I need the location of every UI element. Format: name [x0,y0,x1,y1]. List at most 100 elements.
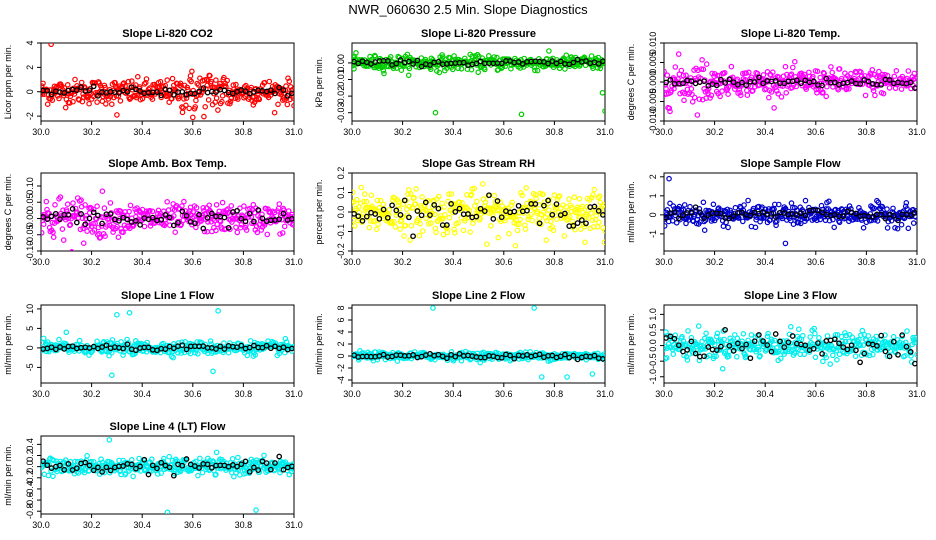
data-point [41,90,44,97]
data-point [144,339,150,346]
reference-point [498,354,505,361]
reference-point [718,343,724,350]
y-tick-label: -0.005 [648,89,658,115]
data-point [495,234,502,241]
data-point [694,112,701,118]
reference-point [836,340,842,347]
reference-point [460,59,467,66]
data-point [188,78,195,85]
reference-point [263,460,270,466]
reference-point [692,204,699,211]
data-point [445,191,452,197]
x-tick-label: 30.8 [235,520,253,530]
data-point [533,195,540,202]
data-points [352,181,605,249]
data-point [455,220,461,226]
data-point [667,200,673,207]
data-point [363,63,370,69]
data-point [129,87,136,93]
data-point [479,181,486,187]
data-point [523,185,530,191]
reference-point [739,345,745,352]
data-point [413,186,419,192]
data-point [80,240,87,247]
data-point [147,207,153,214]
reference-point [213,89,219,95]
data-point [681,202,688,208]
data-point [596,219,602,226]
data-point [725,224,731,231]
data-point [284,101,291,108]
reference-point [48,91,55,98]
reference-point [730,213,737,219]
reference-point [907,349,914,355]
reference-point [238,461,245,468]
x-tick-label: 30.6 [495,389,513,399]
data-point [213,202,220,208]
data-point [664,68,667,75]
x-tick-label: 31.0 [596,389,614,399]
reference-point [363,213,370,220]
data-point [411,195,417,201]
data-point [743,353,749,359]
reference-point [764,342,771,348]
data-points [41,43,294,121]
y-tick-label: 0.0 [648,339,658,352]
data-point [179,339,185,346]
data-point [820,89,826,96]
reference-point [739,79,745,86]
reference-point [574,56,581,63]
data-point [546,48,552,54]
data-point [380,67,387,74]
data-point [195,350,201,357]
reference-point [196,88,202,95]
reference-point [840,344,847,350]
data-point [50,234,57,241]
data-point [408,222,415,229]
data-point [233,81,239,88]
reference-point [448,201,454,207]
data-point [583,214,590,220]
reference-point [810,78,817,85]
data-point [50,473,56,480]
data-point [914,75,917,81]
data-point [203,466,209,473]
data-point [509,199,516,206]
x-tick-label: 30.0 [655,389,673,399]
reference-point [507,352,513,359]
data-point [752,224,759,231]
reference-point [815,340,821,346]
data-point [141,223,148,230]
data-point [711,73,717,80]
reference-point [41,458,46,465]
reference-point [549,58,556,64]
data-point [250,201,257,208]
data-point [468,66,475,73]
reference-point [414,208,421,214]
reference-point [175,219,181,226]
reference-point [541,202,547,209]
data-point [871,205,878,212]
data-point [129,78,135,84]
outlier-point [210,368,216,375]
reference-point [200,85,207,91]
reference-point [688,209,695,216]
data-point [830,352,836,359]
reference-point [120,463,127,469]
data-point [893,68,900,74]
data-point [700,66,707,73]
reference-point [747,212,754,219]
reference-point [82,459,89,466]
panel-title: Slope Sample Flow [740,158,841,170]
reference-point [667,333,674,340]
data-point [713,333,720,340]
data-point [879,71,886,78]
data-point [104,222,110,228]
reference-point [734,81,741,88]
reference-point [410,61,416,67]
data-point [289,86,294,93]
data-point [733,353,740,360]
data-point [546,207,552,214]
